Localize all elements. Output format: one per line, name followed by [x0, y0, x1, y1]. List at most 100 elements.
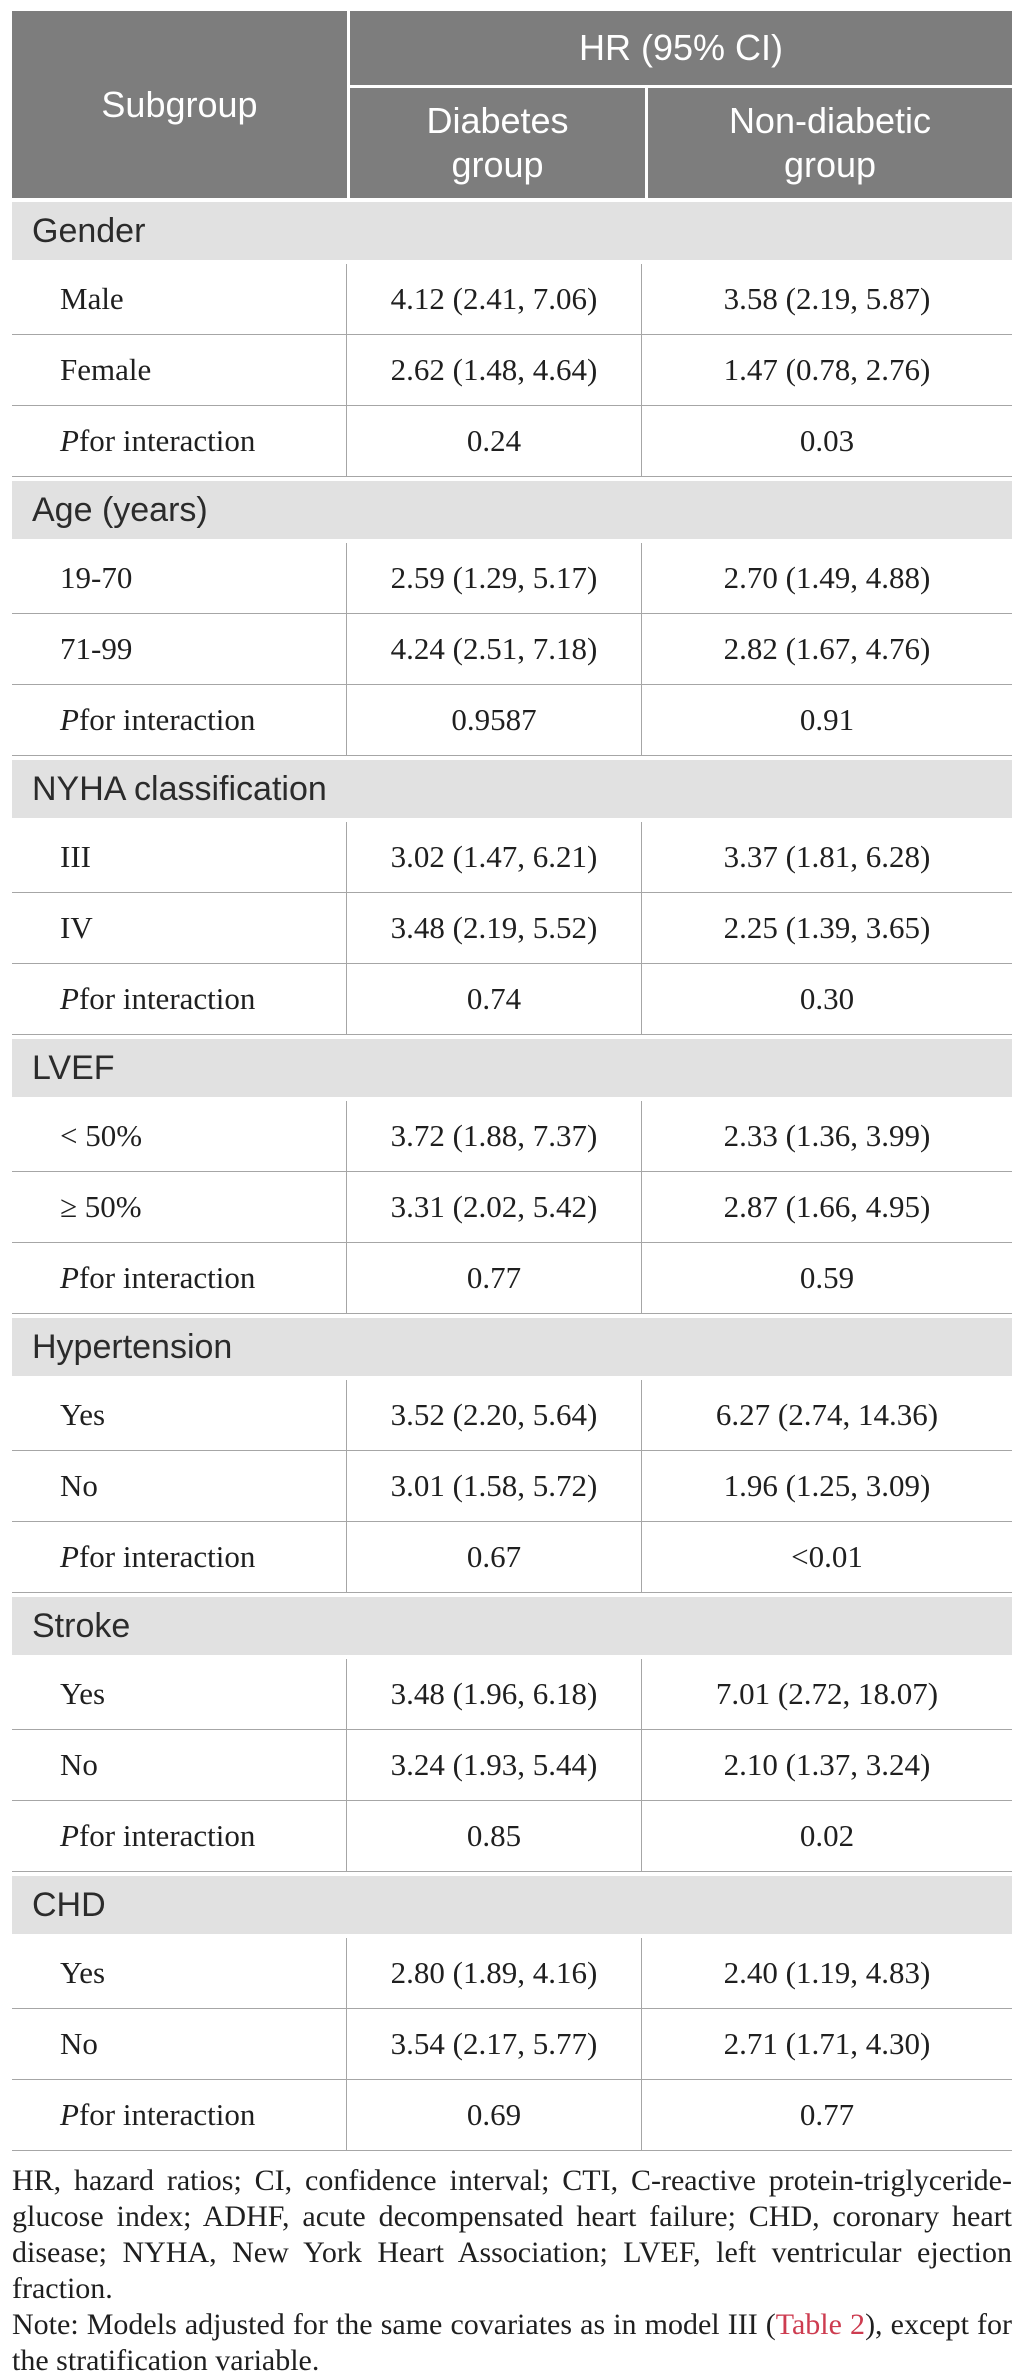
section-title: Hypertension [32, 1327, 233, 1366]
group-header-row: Diabetes group Non-diabetic group [350, 88, 1012, 198]
nondiabetic-hr-cell: 2.87 (1.66, 4.95) [723, 1189, 931, 1224]
table-row: P for interaction 0.77 0.59 [12, 1243, 1012, 1314]
diabetes-hr-cell: 0.77 [347, 1243, 642, 1313]
nondiabetic-hr-cell: 2.33 (1.36, 3.99) [723, 1118, 931, 1153]
section-band: Age (years) [12, 481, 1012, 539]
table-row: P for interaction 0.69 0.77 [12, 2080, 1012, 2151]
table-row: P for interaction 0.67 <0.01 [12, 1522, 1012, 1593]
footnote-note: Note: Models adjusted for the same covar… [12, 2307, 1012, 2379]
subgroup-cell: No [12, 1451, 347, 1521]
nondiabetic-hr-cell: 2.25 (1.39, 3.65) [723, 910, 931, 945]
section-band: CHD [12, 1876, 1012, 1934]
table-row: IV 3.48 (2.19, 5.52) 2.25 (1.39, 3.65) [12, 893, 1012, 964]
nondiabetic-hr-cell: 1.47 (0.78, 2.76) [723, 352, 931, 387]
table-row: III 3.02 (1.47, 6.21) 3.37 (1.81, 6.28) [12, 822, 1012, 893]
diabetes-hr-cell: 4.12 (2.41, 7.06) [347, 264, 642, 334]
section-title: Age (years) [32, 490, 208, 529]
table-row: P for interaction 0.74 0.30 [12, 964, 1012, 1035]
subgroup-header-cell: Subgroup [12, 11, 347, 198]
nondiabetic-group-header-cell: Non-diabetic group [648, 88, 1012, 198]
footnote-note-prefix: Note: Models adjusted for the same covar… [12, 2308, 776, 2341]
diabetes-hr-cell: 3.54 (2.17, 5.77) [347, 2009, 642, 2079]
table-row: P for interaction 0.24 0.03 [12, 406, 1012, 477]
footnote-abbreviations: HR, hazard ratios; CI, confidence interv… [12, 2164, 1012, 2305]
nondiabetic-hr-cell: 2.40 (1.19, 4.83) [723, 1955, 931, 1990]
subgroup-cell: Male [12, 264, 347, 334]
nondiabetic-hr-cell: 0.91 [799, 702, 855, 737]
hr-ci-header-cell: HR (95% CI) [350, 11, 1012, 85]
nondiabetic-group-header-label: Non-diabetic group [728, 100, 932, 185]
nondiabetic-hr-cell: 3.58 (2.19, 5.87) [723, 281, 931, 316]
nondiabetic-hr-cell: 1.96 (1.25, 3.09) [723, 1468, 931, 1503]
diabetes-hr-cell: 3.72 (1.88, 7.37) [347, 1101, 642, 1171]
nondiabetic-hr-cell: 0.59 [799, 1260, 855, 1295]
subgroup-cell: III [12, 822, 347, 892]
diabetes-hr-cell: 3.01 (1.58, 5.72) [347, 1451, 642, 1521]
section-band: Stroke [12, 1597, 1012, 1655]
section-band: Hypertension [12, 1318, 1012, 1376]
diabetes-hr-cell: 0.9587 [347, 685, 642, 755]
diabetes-hr-cell: 3.52 (2.20, 5.64) [347, 1380, 642, 1450]
section-title: LVEF [32, 1048, 115, 1087]
nondiabetic-hr-cell: 0.77 [799, 2097, 855, 2132]
section-band: Gender [12, 202, 1012, 260]
table-row: Yes 2.80 (1.89, 4.16) 2.40 (1.19, 4.83) [12, 1938, 1012, 2009]
subgroup-cell: 19-70 [12, 543, 347, 613]
hr-subgroup-table: Subgroup HR (95% CI) Diabetes group Non-… [12, 11, 1012, 2151]
subgroup-cell: P for interaction [12, 1243, 347, 1313]
subgroup-cell: P for interaction [12, 2080, 347, 2150]
nondiabetic-hr-cell: 7.01 (2.72, 18.07) [715, 1676, 939, 1711]
table-row: No 3.54 (2.17, 5.77) 2.71 (1.71, 4.30) [12, 2009, 1012, 2080]
section-title: CHD [32, 1885, 106, 1924]
table-2-link[interactable]: Table 2 [775, 2308, 866, 2341]
diabetes-hr-cell: 2.59 (1.29, 5.17) [347, 543, 642, 613]
table-row: P for interaction 0.9587 0.91 [12, 685, 1012, 756]
hr-header-group: HR (95% CI) Diabetes group Non-diabetic … [350, 11, 1012, 198]
diabetes-hr-cell: 0.69 [347, 2080, 642, 2150]
subgroup-cell: No [12, 1730, 347, 1800]
table-row: 19-70 2.59 (1.29, 5.17) 2.70 (1.49, 4.88) [12, 543, 1012, 614]
subgroup-cell: P for interaction [12, 1801, 347, 1871]
diabetes-hr-cell: 3.31 (2.02, 5.42) [347, 1172, 642, 1242]
diabetes-hr-cell: 3.48 (2.19, 5.52) [347, 893, 642, 963]
diabetes-hr-cell: 3.48 (1.96, 6.18) [347, 1659, 642, 1729]
subgroup-cell: < 50% [12, 1101, 347, 1171]
nondiabetic-hr-cell: 2.71 (1.71, 4.30) [723, 2026, 931, 2061]
table-row: < 50% 3.72 (1.88, 7.37) 2.33 (1.36, 3.99) [12, 1101, 1012, 1172]
table-row: Yes 3.48 (1.96, 6.18) 7.01 (2.72, 18.07) [12, 1659, 1012, 1730]
nondiabetic-hr-cell: 2.10 (1.37, 3.24) [723, 1747, 931, 1782]
diabetes-hr-cell: 2.62 (1.48, 4.64) [347, 335, 642, 405]
table-row: 71-99 4.24 (2.51, 7.18) 2.82 (1.67, 4.76) [12, 614, 1012, 685]
section-title: Stroke [32, 1606, 131, 1645]
table-row: Female 2.62 (1.48, 4.64) 1.47 (0.78, 2.76) [12, 335, 1012, 406]
section-band: NYHA classification [12, 760, 1012, 818]
table-body: Gender Male 4.12 (2.41, 7.06) 3.58 (2.19, 5… [12, 198, 1012, 2151]
diabetes-hr-cell: 3.02 (1.47, 6.21) [347, 822, 642, 892]
nondiabetic-hr-cell: 2.82 (1.67, 4.76) [723, 631, 931, 666]
subgroup-cell: P for interaction [12, 406, 347, 476]
table-row: ≥ 50% 3.31 (2.02, 5.42) 2.87 (1.66, 4.95) [12, 1172, 1012, 1243]
nondiabetic-hr-cell: 6.27 (2.74, 14.36) [715, 1397, 939, 1432]
diabetes-hr-cell: 4.24 (2.51, 7.18) [347, 614, 642, 684]
section-band: LVEF [12, 1039, 1012, 1097]
diabetes-hr-cell: 0.24 [347, 406, 642, 476]
diabetes-group-header-cell: Diabetes group [350, 88, 645, 198]
nondiabetic-hr-cell: 0.03 [799, 423, 855, 458]
subgroup-cell: Female [12, 335, 347, 405]
subgroup-cell: 71-99 [12, 614, 347, 684]
diabetes-hr-cell: 0.74 [347, 964, 642, 1034]
diabetes-hr-cell: 3.24 (1.93, 5.44) [347, 1730, 642, 1800]
table-header: Subgroup HR (95% CI) Diabetes group Non-… [12, 11, 1012, 198]
diabetes-hr-cell: 2.80 (1.89, 4.16) [347, 1938, 642, 2008]
subgroup-cell: Yes [12, 1380, 347, 1450]
nondiabetic-hr-cell: 2.70 (1.49, 4.88) [723, 560, 931, 595]
subgroup-cell: Yes [12, 1659, 347, 1729]
diabetes-hr-cell: 0.85 [347, 1801, 642, 1871]
table-row: Yes 3.52 (2.20, 5.64) 6.27 (2.74, 14.36) [12, 1380, 1012, 1451]
subgroup-cell: No [12, 2009, 347, 2079]
diabetes-group-header-label: Diabetes group [426, 100, 569, 185]
nondiabetic-hr-cell: <0.01 [791, 1539, 863, 1574]
table-footnote: HR, hazard ratios; CI, confidence interv… [12, 2163, 1012, 2379]
subgroup-cell: P for interaction [12, 685, 347, 755]
